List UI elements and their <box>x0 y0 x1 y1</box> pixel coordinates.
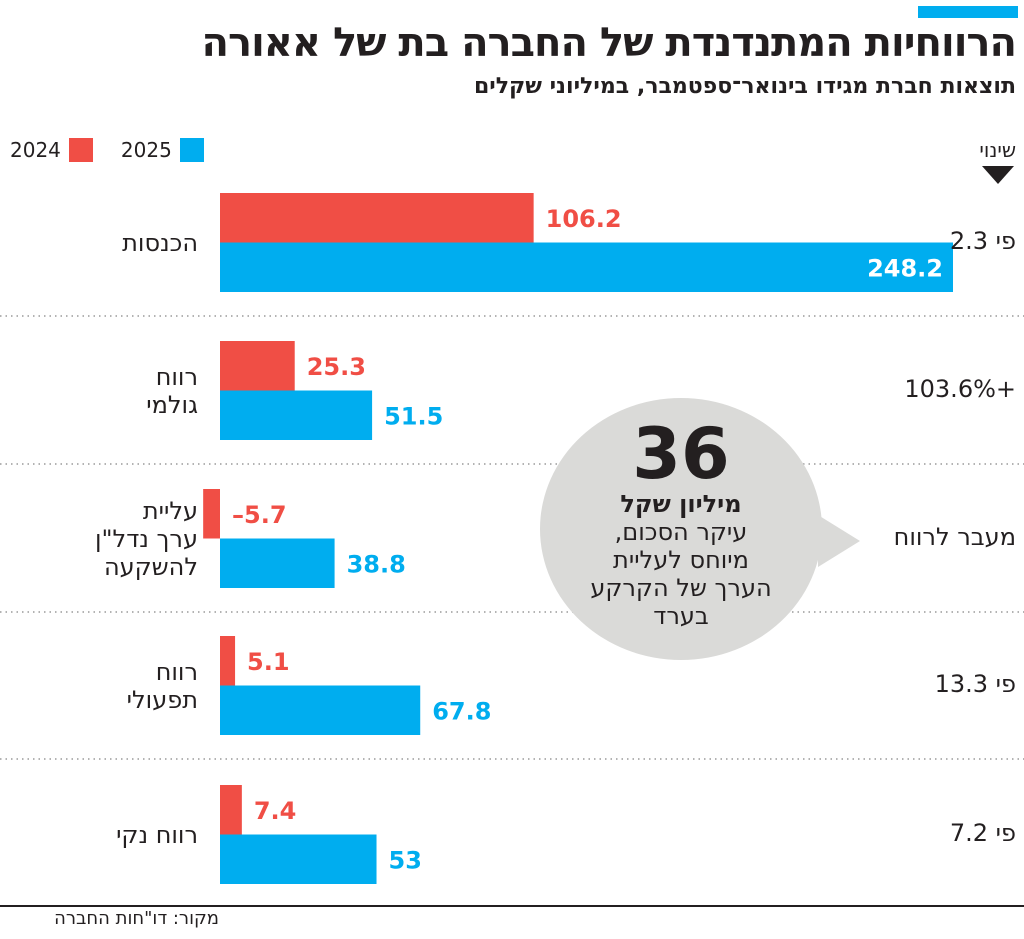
source-note: מקור: דו"חות החברה <box>54 908 219 929</box>
legend-swatch-2024 <box>68 138 93 162</box>
annotation-text: 36 מיליון שקל עיקר הסכום, מיוחס לעליית ה… <box>540 418 822 630</box>
change-value: +103.6% <box>904 374 1016 403</box>
annotation-unit: מיליון שקל <box>620 490 742 518</box>
value-label-2025: 51.5 <box>384 402 443 430</box>
bar-2024 <box>220 636 236 686</box>
annotation-line: מיוחס לעליית <box>613 546 749 574</box>
category-label: רווח גולמי <box>8 363 198 419</box>
change-value: פי 7.2 <box>949 818 1016 847</box>
legend: 2024 2025 <box>10 138 204 162</box>
category-label: רווח תפעולי <box>8 658 198 714</box>
bar-2025 <box>220 242 953 292</box>
change-value: מעבר לרווח <box>893 522 1016 551</box>
bar-2024 <box>220 341 295 391</box>
bar-2024 <box>220 193 534 243</box>
annotation-line: הערך של הקרקע <box>590 574 772 602</box>
value-label-2025: 53 <box>389 846 422 874</box>
annotation-line: עיקר הסכום, <box>614 518 748 546</box>
category-label-line: תפעולי <box>126 685 198 714</box>
chart-title: הרווחיות המתנדנדת של החברה בת של אאורה <box>201 20 1017 66</box>
category-label-line: להשקעה <box>103 552 198 581</box>
category-label: עליית ערך נדל"ן להשקעה <box>8 497 198 581</box>
value-label-2025: 67.8 <box>432 697 491 725</box>
category-label: רווח נקי <box>8 821 198 849</box>
bar-2024 <box>203 489 220 539</box>
value-label-2024: 106.2 <box>546 205 622 233</box>
legend-label-2025: 2025 <box>120 138 172 162</box>
annotation-bubble-tail <box>818 515 860 567</box>
legend-swatch-2025 <box>179 138 204 162</box>
chart-subtitle: תוצאות חברת מגידו בינואר־ספטמבר, במיליונ… <box>473 74 1016 99</box>
category-label-line: רווח <box>155 657 198 686</box>
value-label-2024: 5.1 <box>247 648 290 676</box>
bar-2025 <box>220 390 373 440</box>
value-label-2025: 248.2 <box>867 254 943 282</box>
category-label: הכנסות <box>8 229 198 257</box>
category-label-line: עליית <box>142 496 198 525</box>
bar-2024 <box>220 785 242 835</box>
bar-2025 <box>220 538 335 588</box>
change-value: פי 13.3 <box>934 669 1016 698</box>
change-header: שינוי <box>979 138 1016 162</box>
accent-bar <box>918 6 1018 18</box>
category-label-line: רווח <box>155 362 198 391</box>
category-label-line: ערך נדל"ן <box>94 524 198 553</box>
category-label-line: רווח נקי <box>116 820 198 849</box>
annotation-bubble <box>540 398 822 660</box>
value-label-2025: 38.8 <box>347 550 406 578</box>
value-label-2024: 25.3 <box>307 353 366 381</box>
change-value: פי 2.3 <box>949 226 1016 255</box>
category-label-line: גולמי <box>146 390 198 419</box>
value-label-2024: 7.4 <box>254 797 297 825</box>
bar-2025 <box>220 834 377 884</box>
value-label-2024: –5.7 <box>232 501 287 529</box>
annotation-number: 36 <box>632 413 730 495</box>
annotation-line: בערד <box>653 602 709 630</box>
down-triangle-icon <box>982 166 1014 184</box>
legend-label-2024: 2024 <box>10 138 61 162</box>
category-label-line: הכנסות <box>122 228 198 257</box>
bar-2025 <box>220 685 421 735</box>
